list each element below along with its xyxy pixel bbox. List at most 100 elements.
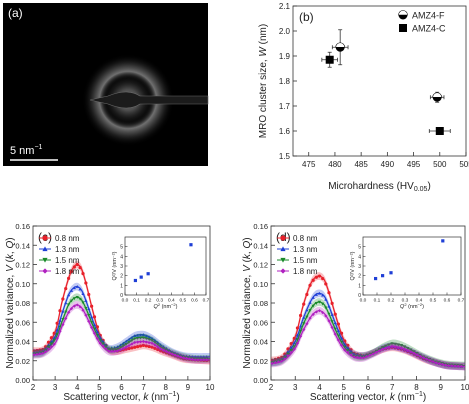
series-marker [159,345,163,349]
series-marker [308,309,312,312]
x-tick-label: 3 [293,383,298,392]
legend-marker-icon [42,235,48,241]
data-point-half [335,42,345,48]
series-marker [67,303,71,307]
series-marker [289,350,293,355]
inset-x-tick-label: 0.4 [416,298,423,304]
series-marker [380,345,385,349]
series-marker [396,345,400,350]
series-marker [314,293,318,296]
series-marker [164,349,169,354]
series-marker [84,281,88,285]
series-marker [409,350,413,354]
series-marker [170,352,174,356]
series-marker [298,324,303,328]
series-marker [127,346,131,351]
series-marker [61,297,65,301]
series-marker [101,344,105,348]
series-marker [150,345,154,349]
series-marker [302,315,306,319]
series-marker [273,360,277,365]
inset-x-tick-label: 0.6 [191,298,198,304]
legend: 0.8 nm 1.3 nm 1.5 nm 1.8 nm [39,234,80,276]
inset-data-point [374,276,378,281]
series-marker [130,346,134,350]
series-marker [444,363,448,367]
series-marker [52,342,56,346]
series-marker [387,345,391,349]
series-marker [69,306,74,311]
series-marker [295,338,300,342]
inset-y-tick-label: 3 [120,264,123,270]
series-marker [434,361,438,365]
series-marker [124,342,128,346]
y-tick-label: 0.14 [15,241,30,250]
series-marker [336,322,341,326]
y-tick-label: 0.08 [253,299,268,308]
series-marker [92,327,97,331]
series-marker [58,329,62,334]
series-marker [321,293,325,297]
legend-marker-icon [42,246,48,252]
series-marker [147,338,151,342]
series-marker [75,303,79,307]
series-marker [144,337,148,341]
series-marker [67,310,71,314]
series-marker [153,341,157,344]
series-marker [138,333,143,337]
series-marker [92,323,97,326]
series-marker [72,304,76,308]
series-marker [311,278,315,282]
series-marker [98,339,102,343]
series-marker [298,334,303,338]
y-tick-label: 0.12 [15,261,30,270]
series-marker [124,339,128,343]
series-marker [144,340,148,344]
series-marker [339,343,344,348]
inset-y-tick-label: 5 [358,245,361,251]
series-marker [305,315,309,319]
series-band [271,298,465,370]
series-marker [336,334,341,338]
series-marker [138,336,143,340]
series-marker [406,348,410,353]
series-marker [311,296,315,299]
series-marker [412,351,416,355]
series-marker [92,331,97,335]
x-tick-label: 495 [407,160,421,169]
series-marker [295,326,300,330]
series-marker [41,351,45,355]
series-marker [64,316,68,320]
series-marker [384,344,388,348]
series-marker [153,346,157,350]
series-marker [84,313,88,317]
x-tick-label: 490 [381,160,395,169]
series-marker [314,310,318,314]
series-marker [330,320,334,324]
series-marker [450,364,454,368]
series-marker [308,283,312,287]
series-marker [41,347,45,352]
series-marker [314,302,318,305]
x-tick-label: 475 [302,160,316,169]
series-marker [355,355,359,359]
series-marker [150,336,154,340]
series-marker [459,364,463,368]
series-marker [78,305,82,309]
series-marker [205,355,209,359]
series-marker [75,285,79,288]
y-tick-label: 0.16 [15,222,30,231]
series-marker [327,304,331,308]
inset-y-tick-label: 1 [358,283,361,289]
chart-b: (b) 475 480 485 490 495 500 505 1.5 1.6 1.7 1.8 1.9 2… [258,2,469,193]
series-marker [92,315,97,319]
inset-data-point [189,243,193,247]
series-marker [58,318,62,322]
series-marker [115,347,120,351]
series-marker [127,343,131,348]
series-marker [52,331,56,335]
series-marker [121,346,125,351]
legend-entry: 0.8 nm [55,234,80,243]
series-marker [95,325,99,329]
y-tick-label: 1.5 [279,152,291,161]
